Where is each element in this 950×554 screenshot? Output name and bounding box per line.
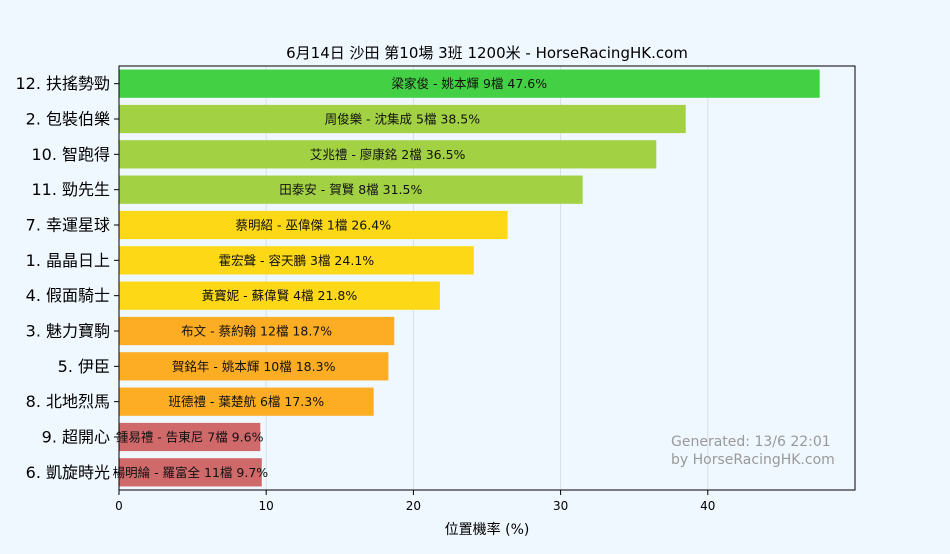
bar-label: 梁家俊 - 姚本輝 9檔 47.6% [392,76,548,91]
y-tick-label: 7. 幸運星球 [26,216,110,235]
bar [119,175,583,204]
x-tick-label: 20 [406,499,421,513]
watermark-text: by HorseRacingHK.com [671,452,835,468]
x-tick-label: 0 [115,499,123,513]
bar [119,422,261,452]
bar-label: 鍾易禮 - 告東尼 7檔 9.6% [116,430,264,445]
y-tick-label: 12. 扶搖勢勁 [15,74,110,93]
y-tick-label: 5. 伊臣 [58,357,110,376]
bar [119,387,374,416]
bar-label: 蔡明紹 - 巫偉傑 1檔 26.4% [236,218,392,233]
bar-label: 周俊樂 - 沈集成 5檔 38.5% [325,112,481,127]
bar-label: 布文 - 蔡約翰 12檔 18.7% [181,324,332,339]
plot-area [119,66,855,490]
y-tick-label: 3. 魅力寶駒 [26,322,110,341]
bar-label: 班德禮 - 葉楚航 6檔 17.3% [169,394,325,409]
bar-label: 黃寶妮 - 蘇偉賢 4檔 21.8% [202,288,358,303]
y-tick-label: 6. 凱旋時光 [26,463,110,482]
y-tick-label: 1. 晶晶日上 [26,251,110,270]
y-tick-label: 2. 包裝伯樂 [26,110,110,129]
bar [119,281,440,310]
x-tick-label: 30 [553,499,568,513]
bar [119,140,657,169]
bar-label: 賀銘年 - 姚本輝 10檔 18.3% [172,359,336,374]
chart-title: 6月14日 沙田 第10場 3班 1200米 - HorseRacingHK.c… [286,44,688,62]
bar [119,69,820,98]
bar-label: 楊明綸 - 羅富全 11檔 9.7% [113,465,269,480]
bar [119,104,686,134]
bar-label: 田泰安 - 賀賢 8檔 31.5% [279,182,422,197]
axes-frame [118,65,856,491]
y-tick-label: 9. 超開心 [42,428,110,447]
bar [119,352,389,381]
bar [119,246,474,275]
x-tick-label: 10 [259,499,274,513]
bar [119,316,395,346]
y-tick-label: 4. 假面騎士 [26,286,110,305]
bar [119,458,262,487]
watermark-text: Generated: 13/6 22:01 [671,434,831,450]
bar [119,210,508,240]
y-tick-label: 8. 北地烈馬 [26,392,110,411]
y-tick-label: 10. 智跑得 [31,145,110,164]
bar-label: 艾兆禮 - 廖康銘 2檔 36.5% [310,147,466,162]
y-tick-label: 11. 勁先生 [31,180,110,199]
x-axis-label: 位置機率 (%) [445,521,530,538]
x-tick-label: 40 [700,499,715,513]
bar-label: 霍宏聲 - 容天鵬 3檔 24.1% [219,253,375,268]
